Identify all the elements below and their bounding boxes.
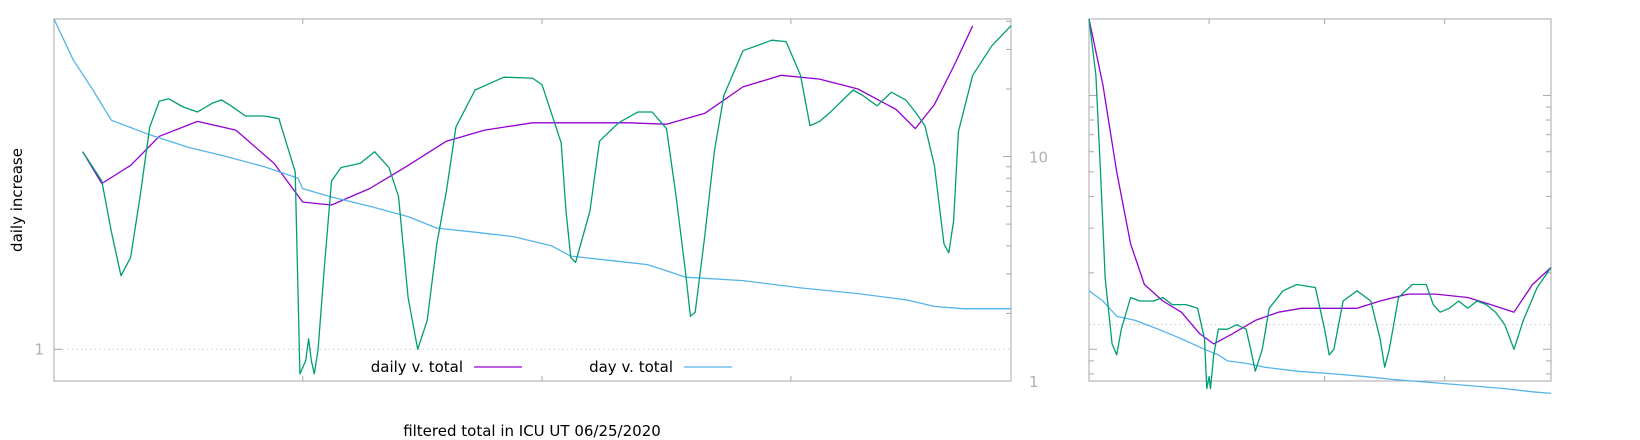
inset-series-line-daily-v-total bbox=[1088, 18, 1552, 345]
main-series-line-daily-v-total bbox=[82, 25, 974, 206]
legend-label-daily-v-total: daily v. total bbox=[371, 358, 463, 376]
inset-tick-marks bbox=[1088, 18, 1552, 381]
legend-label-day-v-total: day v. total bbox=[589, 358, 673, 376]
main-series-group bbox=[53, 18, 1012, 375]
main-tick-marks bbox=[53, 19, 1012, 382]
inset-series-line-filtered bbox=[1088, 18, 1552, 390]
legend-entry-day-v-total: day v. total bbox=[589, 358, 732, 376]
inset-series-group bbox=[1088, 18, 1552, 395]
main-series-line-filtered bbox=[82, 25, 1012, 375]
x-axis-label: filtered total in ICU UT 06/25/2020 bbox=[403, 422, 661, 440]
main-plot-frame bbox=[53, 18, 1012, 382]
main-tick-labels: 1 1 10 bbox=[34, 149, 1048, 391]
inset-series-line-day-v-total bbox=[1088, 290, 1552, 395]
legend: daily v. total day v. total bbox=[371, 358, 732, 376]
right-tick-label-10: 10 bbox=[1029, 149, 1048, 167]
main-chart-panel: 1 1 10 daily increase filtered total in IC… bbox=[8, 18, 1048, 440]
right-tick-label-1: 1 bbox=[1029, 373, 1039, 391]
main-series-line-day-v-total bbox=[53, 18, 1011, 310]
inset-chart-panel bbox=[1088, 18, 1552, 395]
inset-plot-frame bbox=[1088, 18, 1552, 382]
legend-entry-daily-v-total: daily v. total bbox=[371, 358, 522, 376]
left-tick-label-1: 1 bbox=[34, 340, 44, 358]
y-axis-label: daily increase bbox=[8, 148, 26, 252]
